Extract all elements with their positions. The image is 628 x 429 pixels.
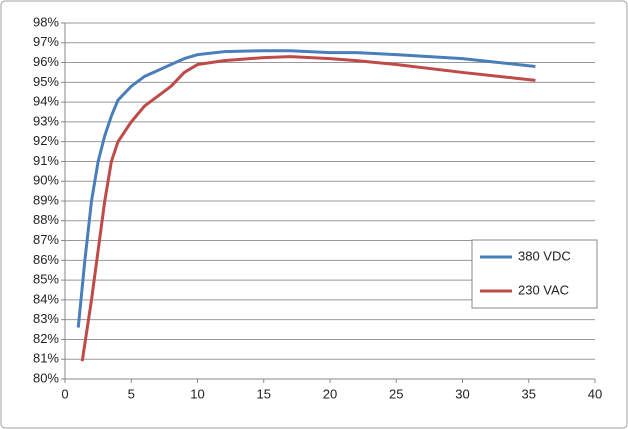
y-tick-label: 89%: [33, 192, 59, 207]
x-tick-label: 15: [257, 386, 271, 401]
x-tick-label: 5: [128, 386, 135, 401]
x-tick-label: 40: [588, 386, 602, 401]
x-tick-label: 30: [455, 386, 469, 401]
x-tick-label: 25: [389, 386, 403, 401]
y-tick-label: 88%: [33, 212, 59, 227]
y-tick-label: 84%: [33, 291, 59, 306]
y-tick-label: 80%: [33, 370, 59, 385]
y-tick-label: 86%: [33, 252, 59, 267]
y-tick-label: 92%: [33, 133, 59, 148]
y-tick-label: 96%: [33, 54, 59, 69]
x-tick-label: 20: [323, 386, 337, 401]
legend-label: 230 VAC: [518, 282, 569, 297]
series-line: [76, 49, 536, 328]
y-tick-label: 95%: [33, 74, 59, 89]
legend-label: 380 VDC: [518, 248, 571, 263]
y-tick-label: 83%: [33, 311, 59, 326]
y-tick-label: 93%: [33, 113, 59, 128]
y-tick-label: 90%: [33, 173, 59, 188]
y-tick-label: 87%: [33, 232, 59, 247]
legend-box: [471, 239, 598, 309]
y-tick-label: 94%: [33, 94, 59, 109]
x-tick-label: 0: [61, 386, 68, 401]
y-tick-label: 97%: [33, 34, 59, 49]
y-tick-label: 91%: [33, 153, 59, 168]
x-tick-label: 10: [190, 386, 204, 401]
y-tick-label: 81%: [33, 351, 59, 366]
x-tick-label: 35: [522, 386, 536, 401]
y-tick-label: 98%: [33, 14, 59, 29]
y-tick-label: 82%: [33, 331, 59, 346]
series-line: [80, 55, 536, 362]
y-tick-label: 85%: [33, 272, 59, 287]
